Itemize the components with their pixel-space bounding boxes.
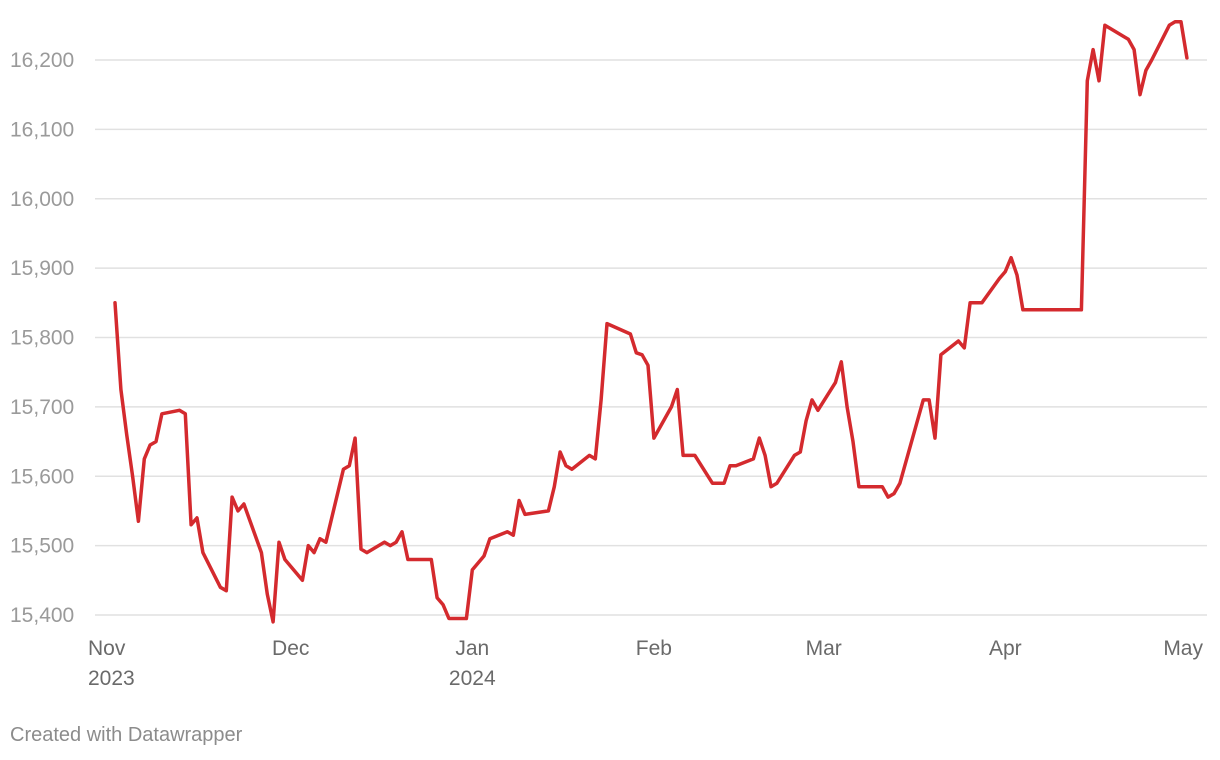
x-tick-year-label: 2024 (449, 667, 496, 690)
line-chart: 16,200 16,100 16,000 15,900 15,800 15,700 15,6… (10, 20, 1207, 690)
series-group (113, 20, 1189, 624)
x-tick-year-label: 2023 (88, 667, 135, 690)
y-tick-label: 16,000 (10, 188, 74, 211)
y-tick-label: 15,500 (10, 535, 74, 558)
x-axis-ticks: Nov 2023 Dec Jan 2024 Feb Mar Apr May (88, 637, 1203, 690)
datawrapper-credit: Created with Datawrapper (10, 724, 243, 746)
y-tick-label: 16,100 (10, 118, 74, 141)
series-line (113, 20, 1189, 624)
y-tick-label: 15,700 (10, 396, 74, 419)
y-axis-ticks: 16,200 16,100 16,000 15,900 15,800 15,700 15,6… (10, 49, 74, 627)
y-tick-label: 15,900 (10, 257, 74, 280)
x-tick-label: Dec (272, 637, 309, 660)
y-tick-label: 15,400 (10, 604, 74, 627)
x-tick-label: Nov (88, 637, 126, 660)
x-tick-label: May (1163, 637, 1203, 660)
y-tick-label: 15,600 (10, 465, 74, 488)
x-tick-label: Feb (636, 637, 672, 660)
x-tick-label: Jan (455, 637, 489, 660)
y-tick-label: 16,200 (10, 49, 74, 72)
x-tick-label: Mar (806, 637, 842, 660)
gridlines (95, 59, 1207, 616)
y-tick-label: 15,800 (10, 327, 74, 350)
x-tick-label: Apr (989, 637, 1022, 660)
